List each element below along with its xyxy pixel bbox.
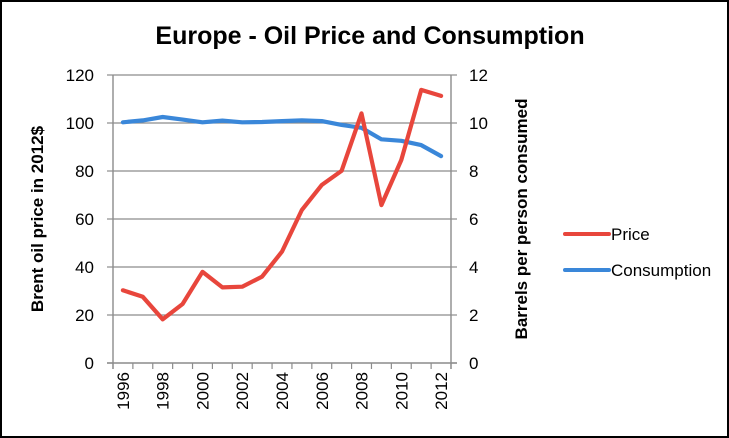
y2-tick-label: 2 xyxy=(469,306,478,325)
x-tick-label: 2006 xyxy=(313,372,332,410)
x-tick-label: 2008 xyxy=(353,372,372,410)
y2-tick-label: 0 xyxy=(469,354,478,373)
x-tick-label: 2010 xyxy=(392,372,411,410)
x-tick-label: 2002 xyxy=(233,372,252,410)
y2-tick-label: 12 xyxy=(469,66,488,85)
y2-tick-label: 8 xyxy=(469,162,478,181)
chart-title: Europe - Oil Price and Consumption xyxy=(155,22,584,50)
y-tick-label: 40 xyxy=(75,258,94,277)
x-tick-label: 2004 xyxy=(273,372,292,410)
axes xyxy=(107,75,457,369)
y-tick-label: 120 xyxy=(66,66,94,85)
y-tick-label: 0 xyxy=(85,354,94,373)
gridlines xyxy=(113,74,451,316)
y-tick-label: 60 xyxy=(75,210,94,229)
x-axis-ticks: 1996 1998 2000 2002 2004 2006 2008 2010 2012 xyxy=(112,363,452,410)
right-y-axis-title: Barrels per person consumed xyxy=(512,99,531,340)
y2-tick-label: 6 xyxy=(469,210,478,229)
y-tick-label: 80 xyxy=(75,162,94,181)
series-line-price xyxy=(120,87,444,322)
legend-label-price: Price xyxy=(611,225,650,244)
x-tick-label: 1998 xyxy=(154,372,173,410)
legend: Price Consumption xyxy=(563,225,711,280)
series-lines xyxy=(120,87,444,322)
x-tick-label: 2000 xyxy=(193,372,212,410)
right-y-axis-ticks: 0 2 4 6 8 10 12 xyxy=(451,66,488,373)
y2-tick-label: 4 xyxy=(469,258,478,277)
x-tick-label: 2012 xyxy=(432,372,451,410)
y-tick-label: 100 xyxy=(66,114,94,133)
y2-tick-label: 10 xyxy=(469,114,488,133)
left-y-axis-title: Brent oil price in 2012$ xyxy=(28,125,47,312)
left-y-axis-ticks: 0 20 40 60 80 100 120 xyxy=(66,66,113,373)
y-tick-label: 20 xyxy=(75,306,94,325)
legend-label-consumption: Consumption xyxy=(611,261,711,280)
x-tick-label: 1996 xyxy=(114,372,133,410)
